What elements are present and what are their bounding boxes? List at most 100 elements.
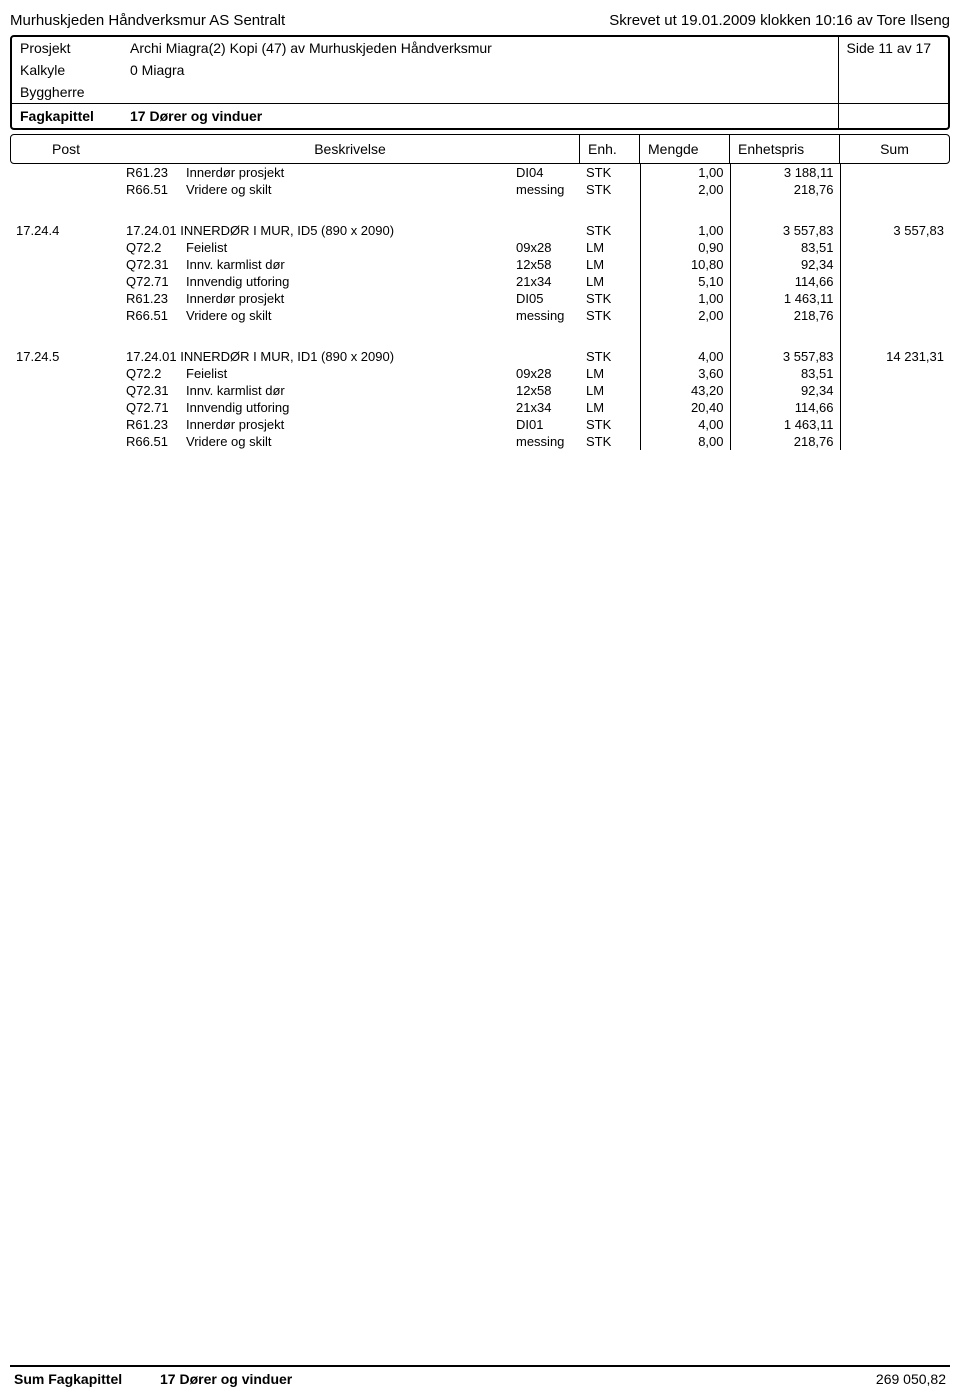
row-enh: LM bbox=[580, 365, 640, 382]
kalkyle-label: Kalkyle bbox=[12, 59, 122, 81]
page-header: Murhuskjeden Håndverksmur AS Sentralt Sk… bbox=[10, 12, 950, 29]
row-mengde: 2,00 bbox=[640, 181, 730, 198]
column-header: Post Beskrivelse Enh. Mengde Enhetspris … bbox=[10, 134, 950, 164]
col-mengde: Mengde bbox=[639, 135, 729, 163]
row-dim: 21x34 bbox=[510, 399, 580, 416]
row-dim: 12x58 bbox=[510, 382, 580, 399]
col-sum: Sum bbox=[839, 135, 949, 163]
row-desc: Innv. karmlist dør bbox=[180, 256, 510, 273]
row-enh: STK bbox=[580, 222, 640, 239]
row-mengde: 1,00 bbox=[640, 222, 730, 239]
row-enh: LM bbox=[580, 256, 640, 273]
row-enh: LM bbox=[580, 399, 640, 416]
fagkapittel-value: 17 Dører og vinduer bbox=[122, 104, 838, 128]
row-code: Q72.31 bbox=[120, 382, 180, 399]
byggherre-label: Byggherre bbox=[12, 81, 122, 103]
side-cell: Side 11 av 17 bbox=[838, 37, 948, 103]
row-desc: Innvendig utforing bbox=[180, 273, 510, 290]
row-mengde: 8,00 bbox=[640, 433, 730, 450]
table-row: Q72.71 Innvendig utforing 21x34 LM 20,40… bbox=[10, 399, 950, 416]
footer-sum: 269 050,82 bbox=[830, 1371, 950, 1387]
row-enh: STK bbox=[580, 181, 640, 198]
row-pris: 218,76 bbox=[730, 433, 840, 450]
table-row: Q72.31 Innv. karmlist dør 12x58 LM 43,20… bbox=[10, 382, 950, 399]
row-desc: Innerdør prosjekt bbox=[180, 416, 510, 433]
row-dim: messing bbox=[510, 433, 580, 450]
row-pris: 3 557,83 bbox=[730, 222, 840, 239]
row-mengde: 4,00 bbox=[640, 416, 730, 433]
row-code: R66.51 bbox=[120, 307, 180, 324]
row-enh: STK bbox=[580, 307, 640, 324]
row-pris: 83,51 bbox=[730, 365, 840, 382]
fagkapittel-row: Fagkapittel 17 Dører og vinduer bbox=[12, 103, 948, 128]
row-code: Q72.71 bbox=[120, 399, 180, 416]
footer: Sum Fagkapittel 17 Dører og vinduer 269 … bbox=[10, 1365, 950, 1387]
row-code: R61.23 bbox=[120, 290, 180, 307]
row-mengde: 1,00 bbox=[640, 164, 730, 181]
row-pris: 114,66 bbox=[730, 273, 840, 290]
row-enh: LM bbox=[580, 382, 640, 399]
row-enh: STK bbox=[580, 348, 640, 365]
row-mengde: 10,80 bbox=[640, 256, 730, 273]
row-mengde: 43,20 bbox=[640, 382, 730, 399]
row-sum: 3 557,83 bbox=[840, 222, 950, 239]
prosjekt-label: Prosjekt bbox=[12, 37, 122, 59]
row-dim: messing bbox=[510, 181, 580, 198]
row-post: 17.24.5 bbox=[10, 348, 120, 365]
row-pris: 1 463,11 bbox=[730, 416, 840, 433]
footer-value: 17 Dører og vinduer bbox=[160, 1371, 830, 1387]
table-row: R61.23 Innerdør prosjekt DI01 STK 4,00 1… bbox=[10, 416, 950, 433]
data-table: R61.23 Innerdør prosjekt DI04 STK 1,00 3… bbox=[10, 164, 950, 450]
row-pris: 83,51 bbox=[730, 239, 840, 256]
row-pris: 92,34 bbox=[730, 382, 840, 399]
row-mengde: 0,90 bbox=[640, 239, 730, 256]
table-row: Q72.31 Innv. karmlist dør 12x58 LM 10,80… bbox=[10, 256, 950, 273]
row-pris: 1 463,11 bbox=[730, 290, 840, 307]
row-title: 17.24.01 INNERDØR I MUR, ID5 (890 x 2090… bbox=[120, 222, 580, 239]
table-row: 17.24.5 17.24.01 INNERDØR I MUR, ID1 (89… bbox=[10, 348, 950, 365]
row-code: R66.51 bbox=[120, 181, 180, 198]
table-row: R61.23 Innerdør prosjekt DI05 STK 1,00 1… bbox=[10, 290, 950, 307]
row-desc: Innerdør prosjekt bbox=[180, 164, 510, 181]
header-right: Skrevet ut 19.01.2009 klokken 10:16 av T… bbox=[609, 12, 950, 29]
row-mengde: 4,00 bbox=[640, 348, 730, 365]
row-code: Q72.71 bbox=[120, 273, 180, 290]
meta-table: Prosjekt Archi Miagra(2) Kopi (47) av Mu… bbox=[12, 37, 948, 103]
prosjekt-value: Archi Miagra(2) Kopi (47) av Murhuskjede… bbox=[122, 37, 838, 59]
row-dim: 09x28 bbox=[510, 239, 580, 256]
col-post: Post bbox=[11, 135, 121, 163]
row-mengde: 2,00 bbox=[640, 307, 730, 324]
row-mengde: 1,00 bbox=[640, 290, 730, 307]
row-dim: 09x28 bbox=[510, 365, 580, 382]
table-row: Q72.71 Innvendig utforing 21x34 LM 5,10 … bbox=[10, 273, 950, 290]
row-mengde: 20,40 bbox=[640, 399, 730, 416]
row-post: 17.24.4 bbox=[10, 222, 120, 239]
row-code: Q72.2 bbox=[120, 365, 180, 382]
row-desc: Feielist bbox=[180, 365, 510, 382]
spacer-row bbox=[10, 198, 950, 222]
row-enh: LM bbox=[580, 273, 640, 290]
row-code: Q72.31 bbox=[120, 256, 180, 273]
row-desc: Innv. karmlist dør bbox=[180, 382, 510, 399]
row-pris: 92,34 bbox=[730, 256, 840, 273]
row-title: 17.24.01 INNERDØR I MUR, ID1 (890 x 2090… bbox=[120, 348, 580, 365]
row-sum: 14 231,31 bbox=[840, 348, 950, 365]
row-enh: STK bbox=[580, 433, 640, 450]
row-pris: 3 188,11 bbox=[730, 164, 840, 181]
row-desc: Vridere og skilt bbox=[180, 181, 510, 198]
footer-label: Sum Fagkapittel bbox=[10, 1371, 160, 1387]
row-code: R66.51 bbox=[120, 433, 180, 450]
spacer-row bbox=[10, 324, 950, 348]
kalkyle-value: 0 Miagra bbox=[122, 59, 838, 81]
table-row: R61.23 Innerdør prosjekt DI04 STK 1,00 3… bbox=[10, 164, 950, 181]
table-row: R66.51 Vridere og skilt messing STK 2,00… bbox=[10, 307, 950, 324]
row-pris: 218,76 bbox=[730, 181, 840, 198]
col-beskrivelse: Beskrivelse bbox=[121, 135, 579, 163]
fagkapittel-label: Fagkapittel bbox=[12, 104, 122, 128]
row-mengde: 3,60 bbox=[640, 365, 730, 382]
meta-section: Prosjekt Archi Miagra(2) Kopi (47) av Mu… bbox=[10, 35, 950, 130]
row-dim: DI01 bbox=[510, 416, 580, 433]
row-code: Q72.2 bbox=[120, 239, 180, 256]
row-enh: STK bbox=[580, 416, 640, 433]
table-row: Q72.2 Feielist 09x28 LM 3,60 83,51 bbox=[10, 365, 950, 382]
